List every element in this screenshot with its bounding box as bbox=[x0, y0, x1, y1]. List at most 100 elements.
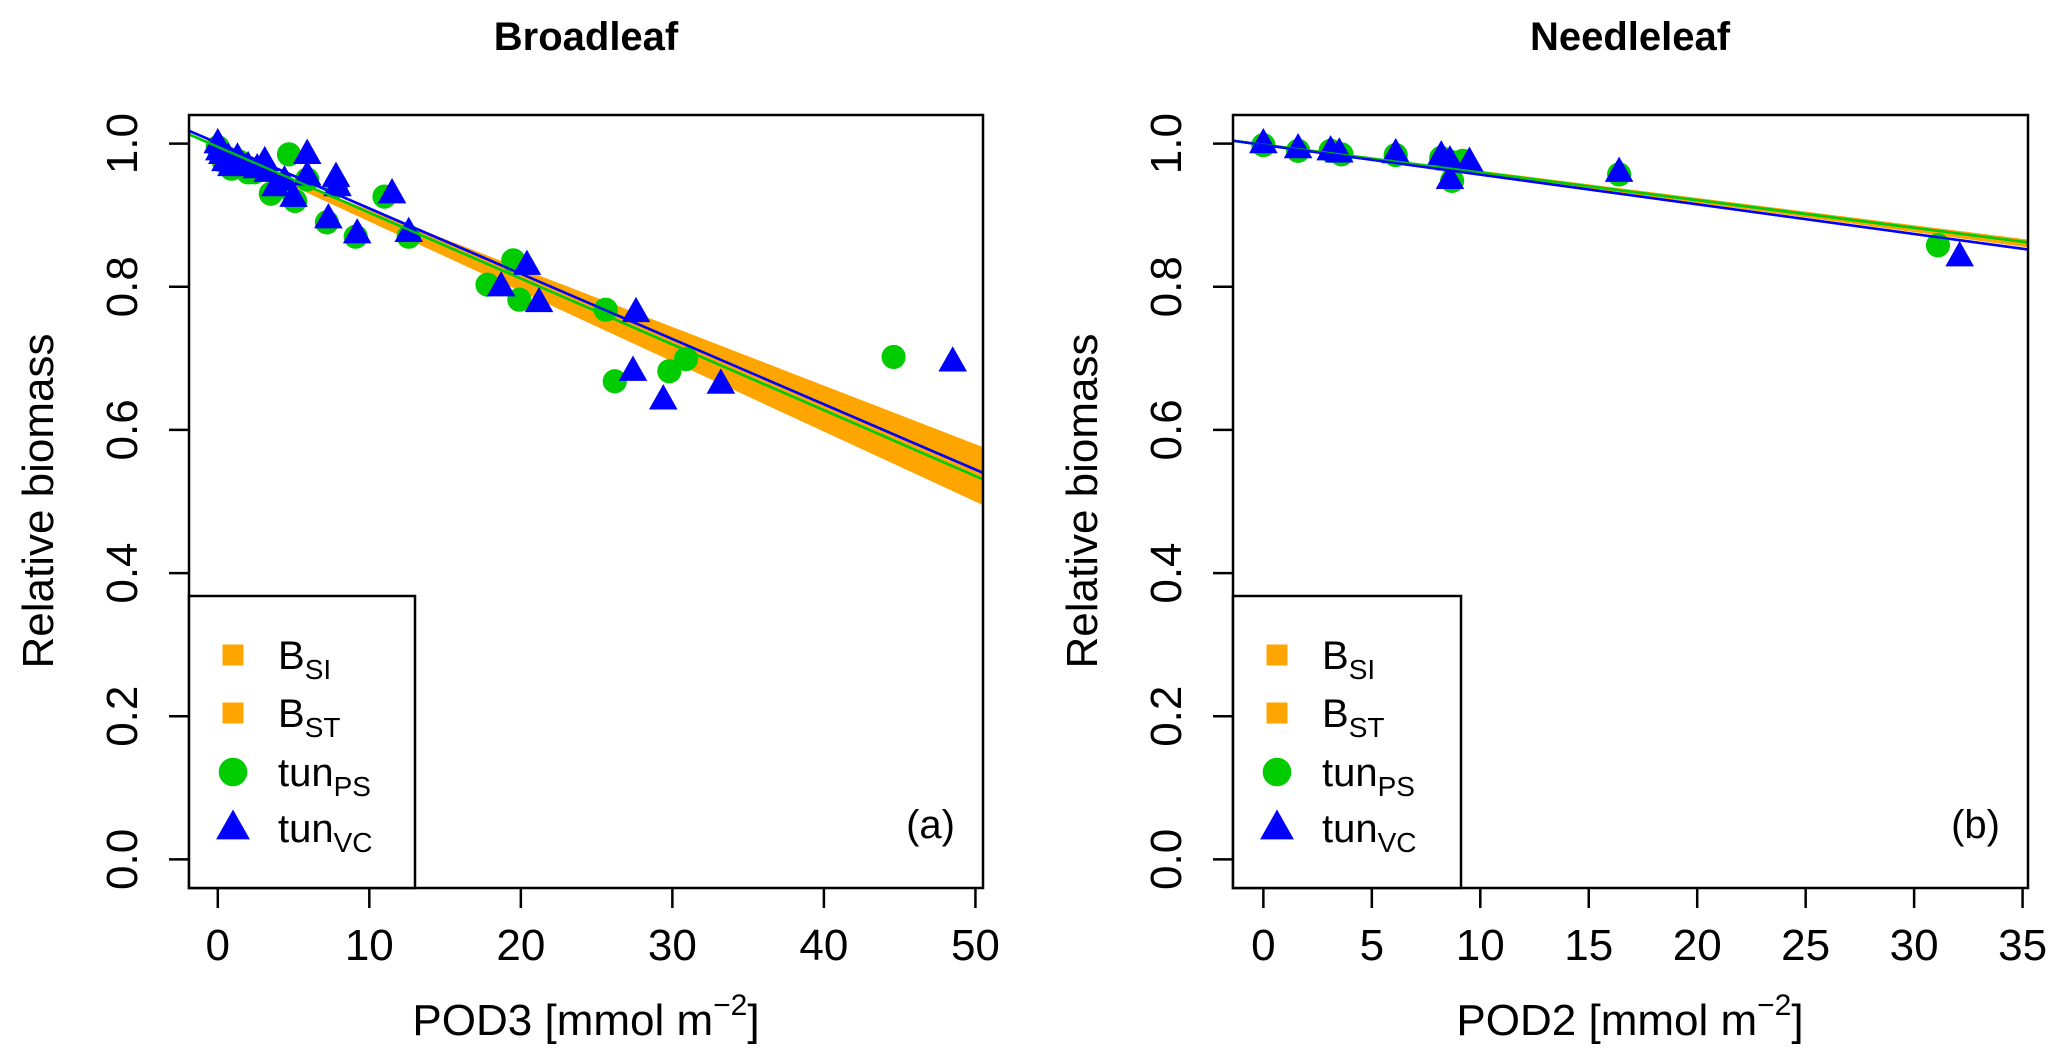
legend-marker-triangle bbox=[216, 809, 250, 840]
legend-label: BST bbox=[278, 692, 340, 743]
data-point-triangle bbox=[1435, 163, 1465, 190]
panel-title: Needleleaf bbox=[1530, 15, 1731, 59]
plot-area bbox=[189, 127, 983, 506]
y-tick-label: 0.0 bbox=[98, 829, 147, 890]
legend-label: tunPS bbox=[278, 751, 371, 802]
data-point-triangle bbox=[621, 296, 651, 323]
data-point-triangle bbox=[1945, 241, 1974, 267]
x-axis-label-end: ] bbox=[747, 996, 759, 1045]
legend-label-main: B bbox=[278, 692, 305, 736]
panel-broadleaf: Broadleaf 0 10 20 30 40 500.00.20.40.60.81.0 … bbox=[14, 15, 1000, 1045]
legend-marker-circle bbox=[218, 757, 248, 787]
axes: 0 5 10 15 20 25 30 35 0.0 0.2 0.4 0.6 0.8 1.0 bbox=[1142, 113, 2047, 970]
panel-tag: (a) bbox=[906, 803, 955, 847]
data-point-triangle bbox=[377, 178, 407, 204]
x-axis-label-exponent: −2 bbox=[1757, 989, 1791, 1022]
y-tick-label: 0.4 bbox=[1142, 542, 1191, 603]
plot-frame bbox=[187, 113, 985, 890]
x-tick-label: 40 bbox=[799, 921, 848, 970]
legend-marker-square bbox=[1266, 702, 1288, 724]
plot-area bbox=[1233, 127, 2028, 267]
x-tick-label: 30 bbox=[1890, 921, 1939, 970]
legend-label-main: tun bbox=[278, 807, 334, 851]
data-point-triangle bbox=[648, 384, 678, 410]
y-tick-label: 0.2 bbox=[1142, 686, 1191, 747]
y-tick-label: 0.8 bbox=[98, 256, 147, 317]
data-point-triangle bbox=[512, 249, 542, 275]
legend-label: tunVC bbox=[1322, 807, 1417, 858]
x-axis-label-main: POD3 [mmol m bbox=[412, 996, 713, 1045]
x-axis-label-end: ] bbox=[1791, 996, 1803, 1045]
data-point-triangle bbox=[1283, 132, 1313, 159]
y-tick-label: 1.0 bbox=[1142, 113, 1191, 174]
legend-label: BSI bbox=[1322, 634, 1375, 685]
legend-label-main: tun bbox=[1322, 807, 1378, 851]
data-point-triangle bbox=[938, 346, 967, 372]
axes: 0 10 20 30 40 50 0.0 0.2 0.4 0.6 0.8 1.0 bbox=[98, 113, 1000, 970]
data-point-circle bbox=[602, 369, 627, 394]
x-axis-label: POD2 [mmol m−2] bbox=[1456, 989, 1803, 1045]
y-tick-label: 0.4 bbox=[98, 542, 147, 603]
legend-label-subscript: ST bbox=[305, 712, 341, 743]
legend-label: BSI bbox=[278, 634, 331, 685]
data-point-triangle bbox=[292, 138, 322, 164]
legend-label-subscript: VC bbox=[334, 827, 373, 858]
y-axis-label: Relative biomass bbox=[1058, 333, 1107, 668]
data-point-triangle bbox=[1455, 146, 1484, 172]
fit-line-tun-vc-overlay bbox=[189, 129, 983, 475]
data-point-triangle bbox=[323, 170, 352, 197]
legend-label-main: B bbox=[278, 634, 305, 678]
x-axis-label-main: POD2 [mmol m bbox=[1456, 996, 1757, 1045]
data-point-triangle bbox=[279, 181, 308, 207]
legend-marker-circle bbox=[1262, 757, 1292, 787]
y-tick-label: 0.8 bbox=[1142, 256, 1191, 317]
data-point-triangle bbox=[524, 286, 554, 313]
legend-marker-square bbox=[1266, 644, 1288, 666]
legend-label-main: tun bbox=[278, 751, 334, 795]
legend-label-main: B bbox=[1322, 692, 1349, 736]
data-point-triangle bbox=[1435, 145, 1465, 171]
data-point-triangle bbox=[314, 203, 343, 229]
uncertainty-band bbox=[281, 175, 983, 506]
x-axis-label: POD3 [mmol m−2] bbox=[412, 989, 759, 1045]
y-tick-label: 0.2 bbox=[98, 686, 147, 747]
x-tick-label: 10 bbox=[1456, 921, 1505, 970]
x-tick-label: 0 bbox=[1251, 921, 1275, 970]
plot-frame bbox=[1231, 113, 2030, 890]
legend-label-main: tun bbox=[1322, 751, 1378, 795]
x-tick-label: 20 bbox=[496, 921, 545, 970]
legend-label: BST bbox=[1322, 692, 1384, 743]
legend-label-subscript: VC bbox=[1378, 827, 1417, 858]
data-point-triangle bbox=[1381, 137, 1410, 164]
data-point-triangle bbox=[270, 165, 299, 191]
legend-label-main: B bbox=[1322, 634, 1349, 678]
y-tick-label: 0.6 bbox=[1142, 399, 1191, 460]
x-tick-label: 15 bbox=[1564, 921, 1613, 970]
x-tick-label: 25 bbox=[1781, 921, 1830, 970]
x-tick-label: 5 bbox=[1360, 921, 1384, 970]
data-point-triangle bbox=[618, 355, 648, 381]
panel-title: Broadleaf bbox=[494, 15, 679, 59]
series-tun-vc bbox=[1249, 127, 1974, 267]
data-point-circle bbox=[881, 344, 906, 370]
data-point-triangle bbox=[706, 368, 736, 394]
legend-marker-square bbox=[222, 702, 244, 724]
legend-label-subscript: SI bbox=[305, 654, 331, 685]
y-tick-label: 0.6 bbox=[98, 399, 147, 460]
legend-marker-square bbox=[222, 644, 244, 666]
legend-label-subscript: ST bbox=[1349, 712, 1385, 743]
legend-label-subscript: PS bbox=[1378, 771, 1415, 802]
legend-label-subscript: SI bbox=[1349, 654, 1375, 685]
x-tick-label: 20 bbox=[1673, 921, 1722, 970]
y-axis-label: Relative biomass bbox=[14, 333, 63, 668]
x-tick-label: 0 bbox=[206, 921, 230, 970]
x-axis-label-exponent: −2 bbox=[713, 989, 747, 1022]
fit-line-tun-vc-overlay bbox=[1233, 139, 2028, 251]
data-point-triangle bbox=[342, 218, 372, 244]
x-tick-label: 10 bbox=[345, 921, 394, 970]
y-tick-label: 1.0 bbox=[98, 113, 147, 174]
x-tick-label: 30 bbox=[648, 921, 697, 970]
